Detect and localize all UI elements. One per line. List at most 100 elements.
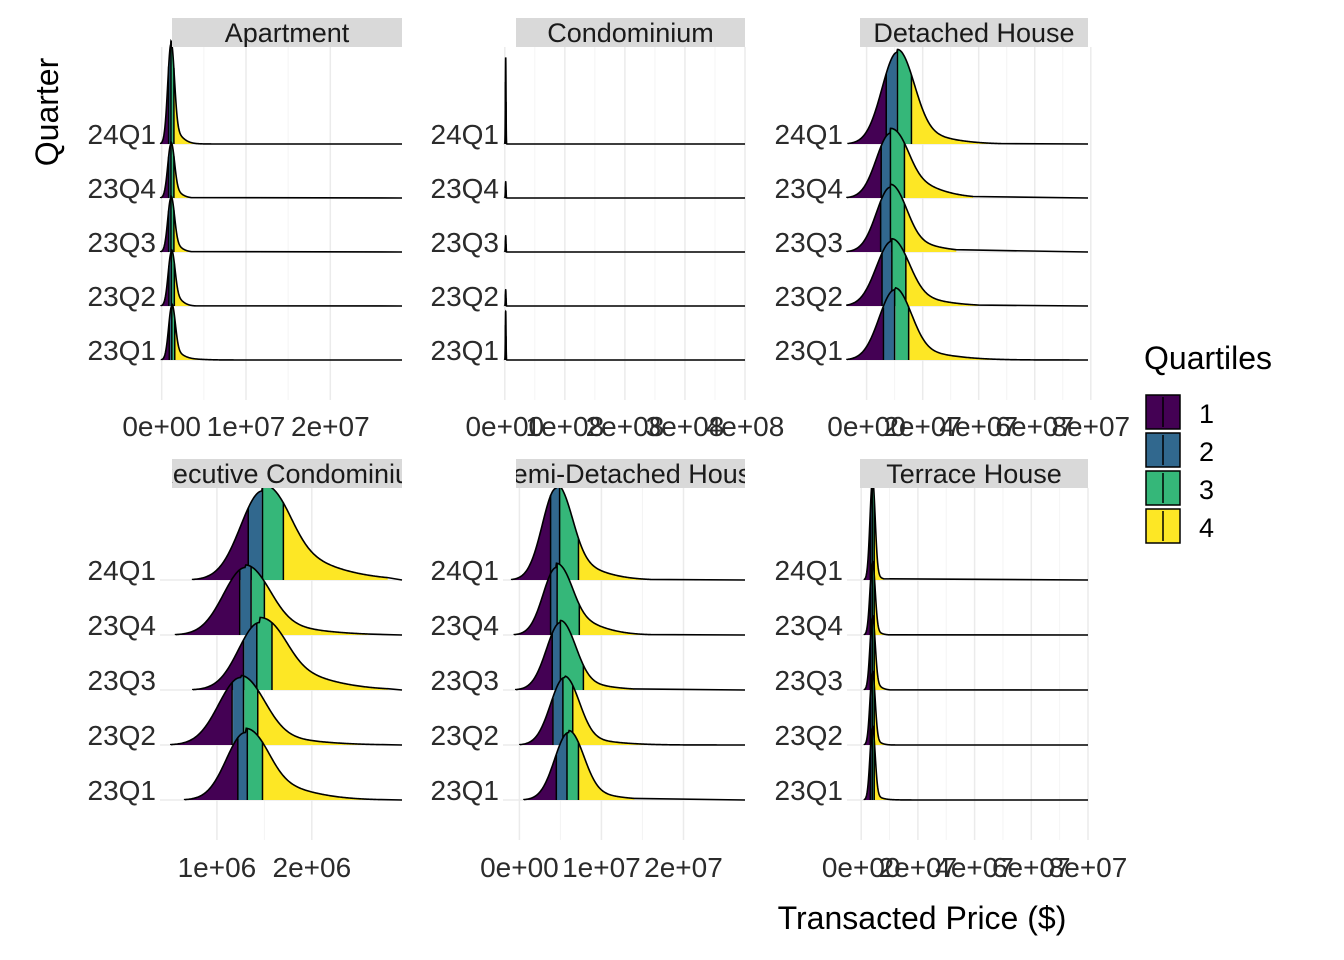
facet-strip xyxy=(172,18,402,47)
y-tick-label: 23Q2 xyxy=(431,281,500,312)
facet-strip xyxy=(516,459,745,488)
y-tick-label: 23Q2 xyxy=(775,720,844,751)
x-tick-label: 3e+08 xyxy=(646,411,725,442)
ridge-quartile-4 xyxy=(272,623,388,690)
y-tick-label: 23Q1 xyxy=(431,775,500,806)
ridge-quartile-1 xyxy=(864,751,871,800)
x-tick-label: 2e+07 xyxy=(883,411,962,442)
x-tick-label: 8e+07 xyxy=(1049,852,1128,883)
ridge-quartile-2 xyxy=(248,490,262,580)
x-tick-label: 4e+07 xyxy=(935,852,1014,883)
ridge-outline xyxy=(159,195,403,253)
ridge-quartile-1 xyxy=(847,307,883,360)
ridge-quartile-1 xyxy=(864,513,871,580)
legend-title: Quartiles xyxy=(1144,340,1272,376)
ridge-quartile-2 xyxy=(886,52,897,144)
ridge-outline xyxy=(503,234,745,253)
ridge-outline xyxy=(503,288,745,307)
ridge-quartile-4 xyxy=(904,144,974,198)
ridge-outline xyxy=(503,309,745,361)
ridge-outline xyxy=(846,183,1089,253)
x-tick-label: 6e+07 xyxy=(995,411,1074,442)
ridge-quartile-1 xyxy=(847,146,881,198)
ridge-quartile-4 xyxy=(578,742,635,800)
ridge-quartile-4 xyxy=(874,575,890,635)
facet-strip xyxy=(172,459,402,488)
facet-title: Terrace House xyxy=(886,459,1062,489)
ridge-outline xyxy=(192,616,403,691)
ridge-quartile-4 xyxy=(874,629,890,690)
facet-panel: Executive Condominium 23Q1 23Q2 23Q3 23Q4 24Q… xyxy=(88,459,432,883)
ridge-quartile-4 xyxy=(578,538,651,580)
ridge-quartile-1 xyxy=(515,634,552,690)
ridge-outline xyxy=(523,729,746,801)
y-tick-label: 24Q1 xyxy=(775,555,844,586)
x-tick-label: 4e+08 xyxy=(706,411,785,442)
ridge-quartile-4 xyxy=(174,263,196,306)
y-tick-label: 23Q1 xyxy=(431,335,500,366)
ridge-quartile-1 xyxy=(519,697,553,745)
ridge-quartile-1 xyxy=(192,640,244,690)
ridge-quartile-2 xyxy=(552,622,560,690)
x-tick-label: 2e+06 xyxy=(273,852,352,883)
y-tick-label: 23Q1 xyxy=(775,335,844,366)
ridge-quartile-4 xyxy=(174,71,213,144)
ridge-quartile-2 xyxy=(550,563,558,635)
facet-strip xyxy=(860,459,1088,488)
x-tick-label: 0e+00 xyxy=(822,852,901,883)
ridge-outline xyxy=(160,302,403,361)
ridge-quartile-1 xyxy=(864,641,871,690)
y-tick-label: 24Q1 xyxy=(431,555,500,586)
ridge-quartile-1 xyxy=(511,496,551,580)
y-tick-label: 23Q3 xyxy=(775,227,844,258)
facet-panel: Apartment 23Q1 23Q2 23Q3 23Q4 24Q1 0e+00 1e+07 2… xyxy=(88,18,403,442)
facet-title: Executive Condominium xyxy=(141,459,432,489)
ridge-quartile-1 xyxy=(160,70,169,144)
x-tick-label: 2e+07 xyxy=(291,411,370,442)
x-tick-label: 2e+08 xyxy=(586,411,665,442)
ridge-quartile-1 xyxy=(514,574,551,635)
legend-label: 2 xyxy=(1199,437,1214,467)
x-tick-label: 6e+07 xyxy=(992,852,1071,883)
ridge-outline xyxy=(159,141,403,199)
facet-panel: Semi-Detached House 23Q1 23Q2 23Q3 23Q4 24Q1 0… xyxy=(431,459,746,883)
ridge-quartile-4 xyxy=(912,77,1002,144)
ridge-outline xyxy=(170,674,403,746)
ridge-quartile-3 xyxy=(257,617,272,690)
ridge-outline xyxy=(183,727,403,801)
facet-panel: Detached House 23Q1 23Q2 23Q3 23Q4 24Q1 0e+002… xyxy=(775,18,1130,442)
ridge-outline xyxy=(510,483,746,581)
facet-title: Detached House xyxy=(873,18,1074,48)
y-tick-label: 23Q3 xyxy=(88,665,157,696)
ridge-quartile-1 xyxy=(160,156,169,198)
ridge-outline xyxy=(863,668,1089,746)
facet-strip xyxy=(516,18,745,47)
ridge-quartile-4 xyxy=(906,256,979,306)
x-tick-label: 2e+07 xyxy=(644,852,723,883)
ridge-quartile-1 xyxy=(847,202,881,252)
ridge-quartile-1 xyxy=(524,754,557,800)
y-tick-label: 23Q2 xyxy=(88,720,157,751)
ridge-quartile-4 xyxy=(258,691,379,745)
y-tick-label: 23Q4 xyxy=(88,610,157,641)
ridge-quartile-1 xyxy=(161,267,169,306)
x-tick-label: 4e+07 xyxy=(939,411,1018,442)
ridge-quartile-4 xyxy=(874,685,896,745)
ridge-quartile-2 xyxy=(882,241,892,306)
x-tick-label: 1e+07 xyxy=(562,852,641,883)
ridge-outline xyxy=(503,180,745,199)
ridge-quartile-3 xyxy=(567,730,579,800)
legend-label: 1 xyxy=(1199,399,1214,429)
legend: Quartiles 1 2 3 4 xyxy=(1144,340,1272,544)
y-tick-label: 23Q1 xyxy=(775,775,844,806)
ridge-quartile-3 xyxy=(248,728,263,800)
ridge-quartile-1 xyxy=(864,696,871,745)
legend-label: 3 xyxy=(1199,475,1214,505)
legend-label: 4 xyxy=(1199,513,1214,543)
ridge-quartile-4 xyxy=(573,686,733,745)
ridge-outline xyxy=(160,248,403,307)
y-tick-label: 23Q4 xyxy=(88,173,157,204)
x-tick-label: 1e+08 xyxy=(526,411,605,442)
ridge-quartile-3 xyxy=(557,563,579,635)
